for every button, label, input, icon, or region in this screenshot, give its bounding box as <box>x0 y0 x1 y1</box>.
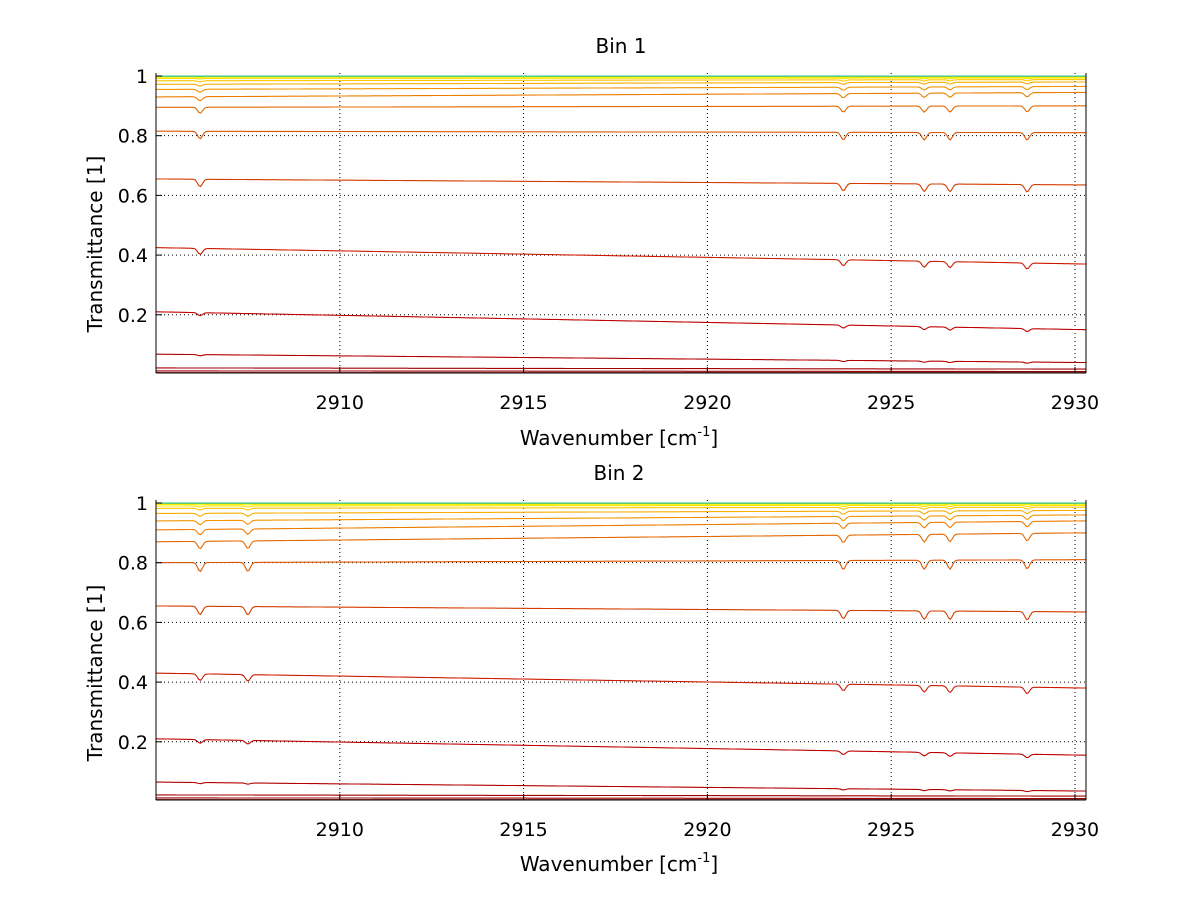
chart-panel-bin-2: Bin 2 0.2 0.4 0.6 0.8 1 2910 2915 2920 2925 2930… <box>83 461 1099 876</box>
y-axis-label: Transmittance [1] <box>83 156 107 334</box>
x-tick-label: 2930 <box>1051 392 1099 414</box>
series-line <box>156 503 1086 506</box>
x-tick-label: 2915 <box>499 392 547 414</box>
series-line <box>155 672 1087 695</box>
x-tick-label: 2920 <box>683 819 731 841</box>
x-tick-labels: 2910 2915 2920 2925 2930 <box>316 819 1100 841</box>
series-line <box>156 506 1086 511</box>
series-line <box>156 91 1086 102</box>
x-tick-label: 2910 <box>316 819 364 841</box>
x-axis-label: Wavenumber [cm-1] <box>520 851 718 876</box>
series-line <box>156 79 1086 83</box>
y-tick-label: 0.6 <box>118 612 148 634</box>
y-axis-label: Transmittance [1] <box>83 585 107 763</box>
x-tick-label: 2925 <box>867 392 915 414</box>
x-tick-label: 2915 <box>499 819 547 841</box>
series-line <box>156 559 1086 573</box>
y-tick-label: 0.6 <box>118 185 148 207</box>
series-line <box>156 130 1086 141</box>
series-line <box>156 178 1086 193</box>
y-tick-label: 0.2 <box>118 305 148 327</box>
chart-title: Bin 1 <box>595 34 646 58</box>
x-axis-label-main: Wavenumber [cm <box>520 426 698 450</box>
series-line <box>156 781 1086 793</box>
series-line <box>156 105 1086 114</box>
series-line <box>156 370 1086 373</box>
series-line <box>156 367 1086 370</box>
series-line <box>156 81 1086 87</box>
x-tick-label: 2925 <box>867 819 915 841</box>
y-tick-label: 0.4 <box>118 245 148 267</box>
chart-panel-bin-1: Bin 1 0.2 0.4 0.6 0.8 1 2910 2915 2920 2925 2930… <box>83 34 1099 450</box>
x-tick-label: 2930 <box>1051 819 1099 841</box>
series-line <box>156 514 1086 526</box>
y-tick-labels: 0.2 0.4 0.6 0.8 1 <box>118 493 148 754</box>
y-tick-label: 0.8 <box>118 553 148 575</box>
x-tick-labels: 2910 2915 2920 2925 2930 <box>316 392 1100 414</box>
x-axis-label-superscript: -1 <box>697 425 710 440</box>
series-line <box>155 247 1086 270</box>
series-line <box>156 504 1086 508</box>
y-tick-label: 0.8 <box>118 126 148 148</box>
y-tick-labels: 0.2 0.4 0.6 0.8 1 <box>118 66 148 327</box>
series-line <box>156 794 1086 797</box>
series-line <box>156 738 1086 759</box>
x-axis-label-superscript: -1 <box>697 851 710 866</box>
series-line <box>156 311 1086 332</box>
x-axis-label: Wavenumber [cm-1] <box>520 425 718 450</box>
x-tick-label: 2910 <box>316 392 364 414</box>
series-line <box>156 605 1086 621</box>
series-line <box>156 532 1087 550</box>
x-axis-label-main: Wavenumber [cm <box>520 852 698 876</box>
axes <box>155 73 1087 374</box>
series-line <box>156 797 1086 800</box>
series-line <box>156 77 1086 80</box>
x-axis-label-end: ] <box>710 852 718 876</box>
axes <box>155 500 1087 801</box>
y-tick-label: 0.2 <box>118 732 148 754</box>
x-tick-label: 2920 <box>683 392 731 414</box>
series-line <box>156 509 1087 517</box>
y-tick-label: 0.4 <box>118 672 148 694</box>
series-line <box>156 85 1086 93</box>
chart-title: Bin 2 <box>593 461 644 485</box>
series-group <box>155 502 1087 801</box>
x-axis-label-end: ] <box>710 426 718 450</box>
series-line <box>156 353 1087 364</box>
series-line <box>155 520 1086 536</box>
y-tick-label: 1 <box>136 66 148 88</box>
y-tick-label: 1 <box>136 493 148 515</box>
